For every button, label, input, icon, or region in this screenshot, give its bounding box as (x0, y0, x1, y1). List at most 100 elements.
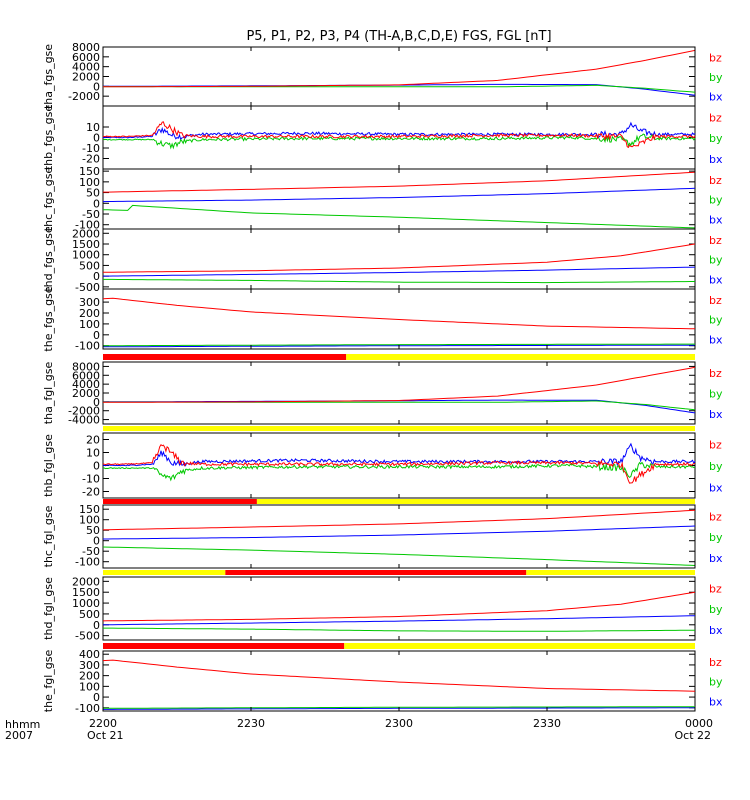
y-tick-label: 2000 (72, 575, 100, 588)
y-tick-label: 500 (79, 608, 100, 621)
y-tick-label: -10 (82, 142, 100, 155)
y-axis-label: thc_fgl_gse (42, 505, 55, 567)
legend-bx: bx (709, 624, 723, 637)
status-bar-yellow (346, 354, 695, 360)
y-tick-label: 0 (93, 197, 100, 210)
y-tick-label: -100 (75, 219, 100, 232)
y-tick-label: 4000 (72, 378, 100, 391)
y-tick-label: 0 (93, 80, 100, 93)
y-axis-label: thc_fgs_gse (42, 167, 55, 232)
thd_fgs_gse-bx-line (103, 266, 696, 277)
y-tick-label: 1000 (72, 249, 100, 262)
legend-by: by (709, 254, 723, 267)
thc_fgs_gse-bz-line (103, 171, 696, 193)
thc_fgl_gse-by-line (102, 546, 696, 566)
y-tick-label: 0 (93, 691, 100, 704)
thc_fgs_gse-bx-line (102, 187, 696, 203)
y-tick-label: 10 (86, 447, 100, 460)
y-axis-label: thd_fgs_gse (42, 226, 55, 292)
status-bar-yellow (103, 426, 695, 431)
y-tick-label: -100 (75, 556, 100, 569)
y-tick-label: 500 (79, 259, 100, 272)
y-tick-label: 6000 (72, 369, 100, 382)
thd_fgs_gse-by-line (103, 278, 695, 284)
legend-bz: bz (709, 439, 722, 452)
legend-bz: bz (709, 234, 722, 247)
y-tick-label: 200 (79, 307, 100, 320)
y-tick-label: -100 (75, 702, 100, 715)
y-tick-label: 100 (79, 176, 100, 189)
y-tick-label: 150 (79, 503, 100, 516)
legend-by: by (709, 603, 723, 616)
y-tick-label: 8000 (72, 360, 100, 373)
legend-by: by (709, 71, 723, 84)
legend-bz: bz (709, 52, 722, 65)
y-axis-label: thb_fgl_gse (42, 434, 55, 497)
y-tick-label: -20 (82, 153, 100, 166)
legend-bz: bz (709, 294, 722, 307)
y-tick-label: 50 (86, 524, 100, 537)
thb_fgl_gse-bx-line (102, 442, 696, 467)
y-tick-label: 300 (79, 296, 100, 309)
x-tick-label: 2300 (385, 717, 413, 730)
legend-bz: bz (709, 174, 722, 187)
legend-by: by (709, 388, 723, 401)
thd_fgl_gse-by-line (103, 627, 696, 632)
legend-by: by (709, 531, 723, 544)
y-tick-label: -2000 (68, 90, 100, 103)
y-tick-label: 400 (79, 648, 100, 661)
x-tick-label: 2230 (237, 717, 265, 730)
thc_fgs_gse-by-line (102, 204, 696, 229)
plot-title: P5, P1, P2, P3, P4 (TH-A,B,C,D,E) FGS, F… (246, 29, 552, 44)
legend-by: by (709, 132, 723, 145)
time-axis-label-hhmm: hhmm (5, 718, 41, 731)
y-tick-label: 0 (93, 460, 100, 473)
legend-bx: bx (709, 408, 723, 421)
legend-bx: bx (709, 333, 723, 346)
y-tick-label: 100 (79, 680, 100, 693)
y-tick-label: -20 (82, 486, 100, 499)
status-bar-yellow (103, 570, 226, 575)
y-tick-label: -50 (82, 545, 100, 558)
time-axis-label-year: 2007 (5, 729, 33, 742)
status-bar-yellow (256, 499, 695, 504)
legend-by: by (709, 194, 723, 207)
tha_fgl_gse-bz-line (103, 366, 696, 403)
y-tick-label: 200 (79, 670, 100, 683)
y-tick-label: 0 (93, 535, 100, 548)
legend-bx: bx (709, 91, 723, 104)
y-tick-label: -10 (82, 473, 100, 486)
y-tick-label: 1500 (72, 586, 100, 599)
date-label-end: Oct 22 (674, 729, 711, 742)
thc_fgl_gse-bz-line (102, 509, 696, 531)
y-tick-label: 150 (79, 165, 100, 178)
legend-by: by (709, 460, 723, 473)
the_fgs_gse-bz-line (102, 297, 696, 330)
thb_fgl_gse-bz-line (102, 443, 696, 484)
panel-frame (102, 46, 696, 107)
panel-frame (102, 168, 696, 230)
y-tick-label: 1000 (72, 597, 100, 610)
y-tick-label: 100 (79, 514, 100, 527)
x-tick-label: 2330 (533, 717, 561, 730)
legend-bx: bx (709, 695, 723, 708)
x-tick-label: 2200 (89, 717, 117, 730)
y-tick-label: -100 (75, 340, 100, 353)
legend-bx: bx (709, 213, 723, 226)
tha_fgs_gse-bz-line (103, 49, 696, 88)
thd_fgl_gse-bx-line (102, 615, 696, 626)
thd_fgl_gse-bz-line (102, 591, 696, 622)
y-tick-label: 0 (93, 329, 100, 342)
y-tick-label: 4000 (72, 61, 100, 74)
y-tick-label: 2000 (72, 387, 100, 400)
legend-bz: bz (709, 367, 722, 380)
y-tick-label: 100 (79, 318, 100, 331)
thc_fgl_gse-bx-line (103, 525, 696, 540)
status-bar-yellow (526, 570, 695, 575)
status-bar-red (225, 570, 527, 575)
y-axis-label: tha_fgs_gse (42, 44, 55, 109)
legend-bx: bx (709, 273, 723, 286)
status-bar-red (103, 354, 347, 360)
